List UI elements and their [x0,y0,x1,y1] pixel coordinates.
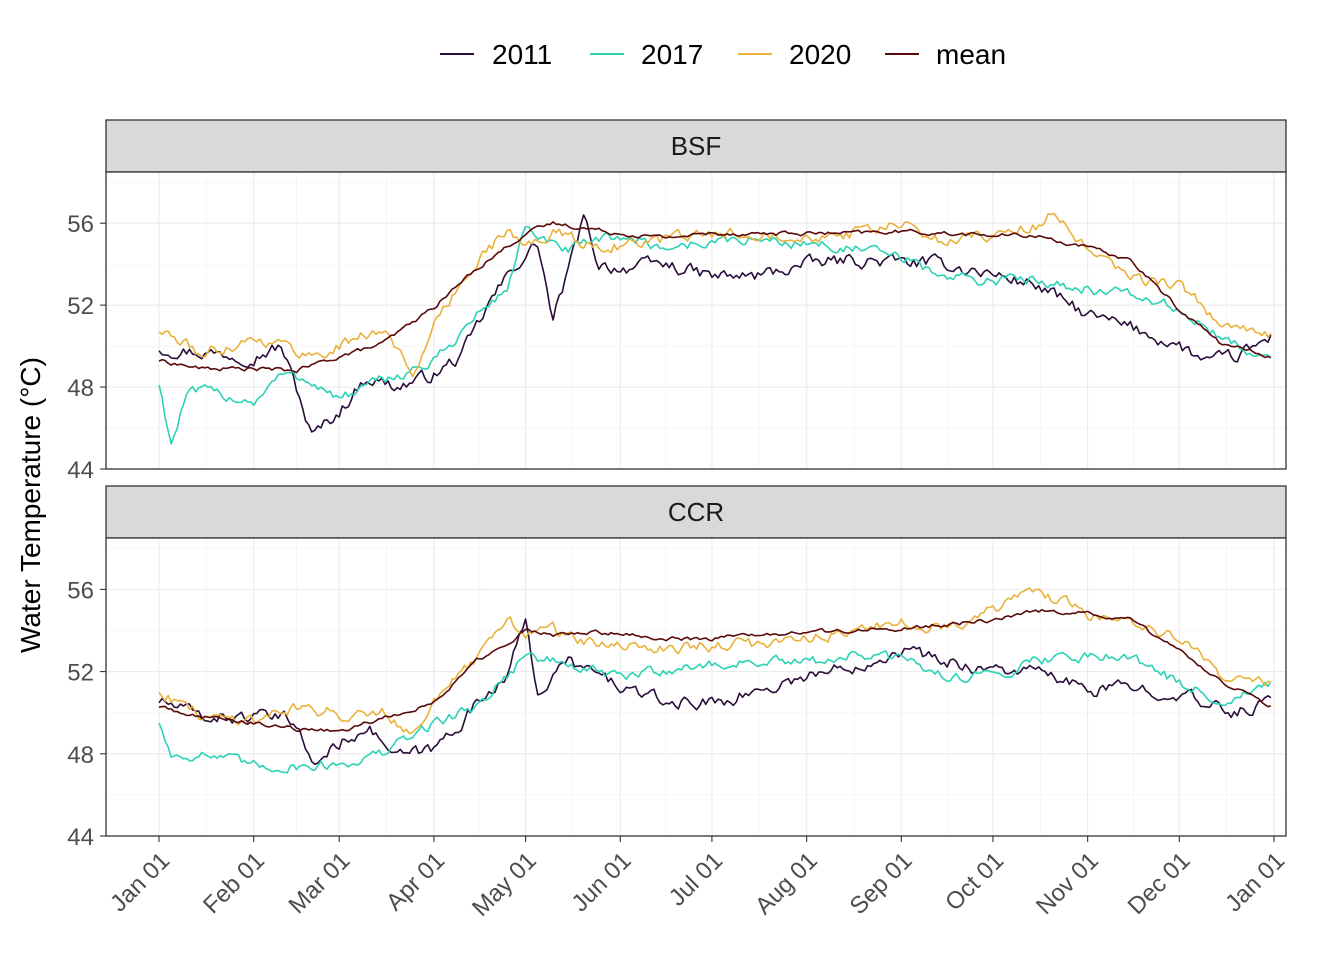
series-line-2017 [158,650,1272,774]
y-tick-label: 48 [67,375,94,402]
facet-strip-label: CCR [668,497,724,527]
y-tick-label: 48 [67,742,94,769]
plot-border [105,171,1287,470]
series-line-2020 [158,212,1272,378]
y-tick-label: 52 [67,293,94,320]
x-tick-label: Jun 01 [566,847,636,917]
x-tick-label: Feb 01 [198,847,270,919]
x-tick-label: Sep 01 [845,847,918,920]
legend: 2011 2017 2020 mean [440,39,1006,70]
series-line-mean [158,608,1272,733]
x-tick-label: Jan 01 [105,847,175,917]
legend-item-2011: 2011 [440,39,552,70]
panel-BSF: BSF 44 48 52 56 [67,119,1287,484]
facet-strip-label: BSF [671,131,722,161]
series-line-2011 [158,618,1272,766]
series-line-2017 [158,225,1272,445]
panels: BSF 44 48 52 56 CCR 44 48 52 56 [67,119,1287,851]
series-group [158,212,1272,445]
facet-strip [105,119,1287,173]
y-tick-label: 56 [67,211,94,238]
y-axis-title: Water Temperature (°C) [15,357,46,653]
gridlines [106,172,1286,470]
legend-label-2020: 2020 [789,39,851,70]
legend-label-mean: mean [936,39,1006,70]
x-axis: Jan 01 Feb 01 Mar 01 Apr 01 May 01 Jun 01 Jul … [105,836,1290,922]
x-tick-label: Nov 01 [1031,847,1104,920]
y-tick-label: 52 [67,660,94,687]
y-axis: 44 48 52 56 [67,211,106,484]
x-tick-label: Mar 01 [284,847,356,919]
series-line-mean [158,221,1272,374]
legend-label-2011: 2011 [492,39,552,70]
x-tick-label: Dec 01 [1123,847,1196,920]
x-tick-label: May 01 [467,847,542,922]
y-tick-label: 56 [67,577,94,604]
legend-item-2017: 2017 [590,39,703,70]
series-group [158,587,1272,774]
x-tick-label: Aug 01 [750,847,823,920]
legend-label-2017: 2017 [641,39,703,70]
y-axis: 44 48 52 56 [67,577,106,851]
legend-item-mean: mean [885,39,1006,70]
y-tick-label: 44 [67,457,94,484]
x-tick-label: Oct 01 [940,847,1009,916]
plot-area [106,172,1286,469]
panel-CCR: CCR 44 48 52 56 [67,485,1287,851]
gridlines [106,538,1286,837]
x-tick-label: Jan 01 [1220,847,1290,917]
facet-strip [105,485,1287,539]
legend-item-2020: 2020 [738,39,851,70]
plot-border [105,537,1287,837]
x-tick-label: Jul 01 [664,847,728,911]
series-line-2020 [158,587,1272,735]
plot-area [106,538,1286,836]
series-line-2011 [158,214,1272,433]
y-tick-label: 44 [67,824,94,851]
x-tick-label: Apr 01 [381,847,450,916]
